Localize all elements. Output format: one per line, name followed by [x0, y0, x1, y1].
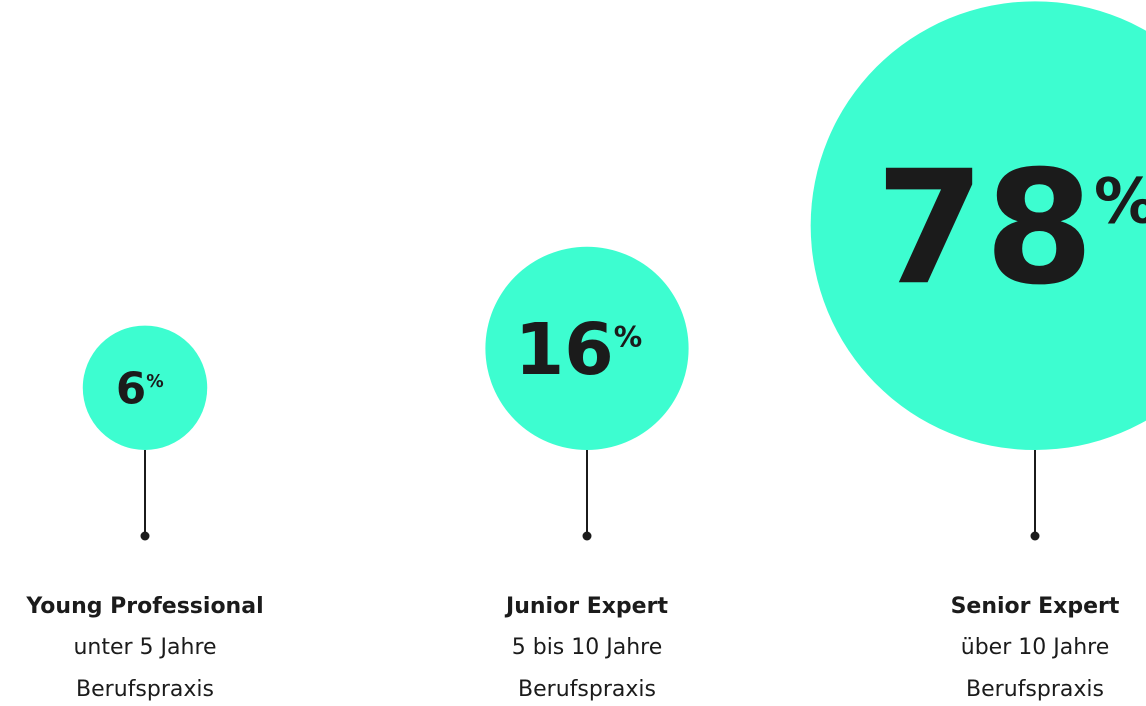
category-description: Berufspraxis — [966, 677, 1104, 702]
category-label: Senior Expert — [951, 594, 1120, 619]
value-unit: % — [146, 372, 163, 392]
connector-dot — [1030, 531, 1040, 541]
value-unit: % — [614, 321, 643, 354]
category-description: Berufspraxis — [518, 677, 656, 702]
value-label: 16% — [515, 308, 642, 391]
value-unit: % — [1094, 165, 1146, 238]
connector-dot — [140, 531, 150, 541]
connector-dot — [582, 531, 592, 541]
category-label: Young Professional — [25, 594, 263, 619]
value-label: 78% — [875, 137, 1146, 320]
value-number: 6 — [116, 364, 146, 414]
value-label: 6% — [116, 364, 164, 414]
value-number: 16 — [515, 308, 614, 391]
bubble — [82, 325, 208, 450]
category-description: über 10 Jahre — [961, 635, 1109, 660]
bubble — [485, 246, 689, 450]
category-label: Junior Expert — [504, 594, 668, 619]
value-number: 78 — [875, 137, 1094, 320]
bubble — [810, 1, 1146, 450]
category-description: unter 5 Jahre — [73, 635, 216, 660]
category-description: 5 bis 10 Jahre — [512, 635, 663, 660]
category-description: Berufspraxis — [76, 677, 214, 702]
